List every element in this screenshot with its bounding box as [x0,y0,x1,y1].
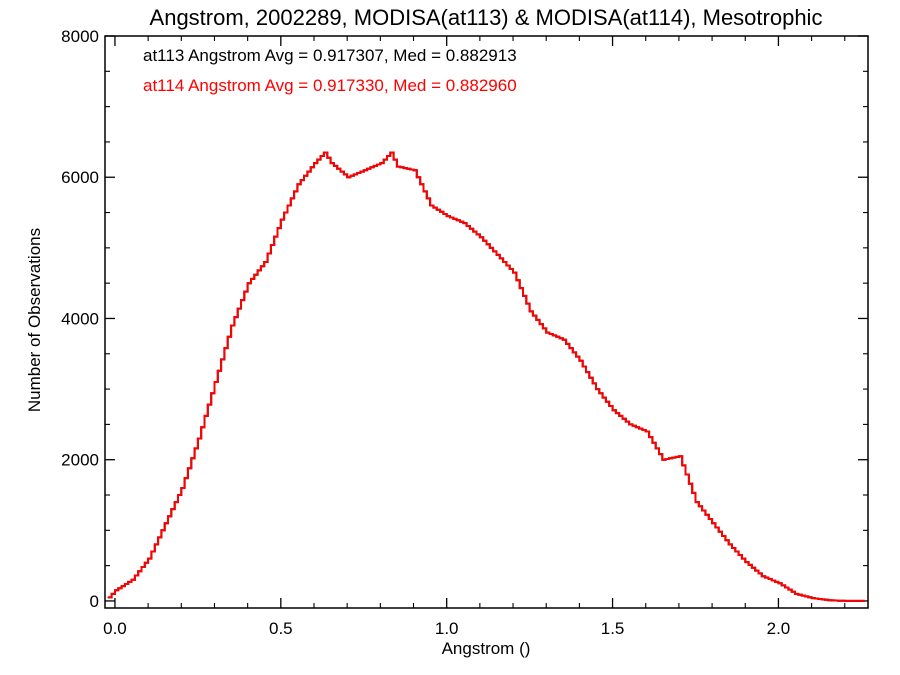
x-tick-label: 0.0 [103,619,127,638]
chart-title: Angstrom, 2002289, MODISA(at113) & MODIS… [150,5,823,30]
data-point-at114 [595,388,597,390]
plot-frame [104,35,869,609]
data-point-at114 [147,557,149,560]
data-point-at114 [512,271,514,274]
data-point-at114 [661,458,664,461]
data-point-at114 [323,151,325,154]
data-point-at114 [827,599,829,601]
data-point-at114 [363,169,365,171]
data-point-at114 [180,487,183,489]
data-point-at114 [396,165,398,168]
x-axis: 0.0 0.5 1.0 1.5 2.0 [103,36,846,638]
x-axis-label: Angstrom () [442,639,531,658]
data-point-at114 [578,360,581,362]
data-point-at114 [545,331,547,334]
data-point-at114 [528,310,531,313]
data-point-at114 [727,543,730,546]
data-point-at114 [412,169,415,171]
data-point-at114 [130,579,133,581]
data-point-at114 [611,409,614,412]
data-point-at114 [346,176,349,178]
y-axis: 0 2000 4000 6000 8000 [61,27,868,611]
data-point-at114 [644,430,647,433]
data-point-at114 [313,162,315,164]
data-point-at114 [263,261,266,263]
data-point-at114 [107,596,110,599]
data-point-at114 [379,162,382,164]
data-point-at114 [495,254,498,256]
series-layer [107,151,866,602]
legend-at113-stats: at113 Angstrom Avg = 0.917307, Med = 0.8… [143,46,517,65]
data-point-at114 [694,501,697,503]
series-line-at113 [108,151,865,602]
x-tick-label: 1.5 [601,619,625,638]
data-point-at114 [794,593,796,595]
data-point-at114 [296,183,299,186]
y-tick-label: 4000 [61,309,99,328]
series-line-at114 [108,151,865,602]
data-point-at114 [389,151,392,154]
data-point-at114 [628,423,630,426]
data-point-at114 [562,338,564,341]
data-point-at114 [462,222,465,224]
data-point-at114 [280,218,282,221]
data-point-at114 [213,381,216,383]
data-point-at114 [844,600,846,602]
data-point-at114 [479,236,481,239]
data-point-at114 [744,561,747,563]
data-point-at114 [197,437,199,440]
data-point-at114 [810,597,813,599]
data-point-at114 [711,522,713,525]
data-point-at114 [230,324,232,327]
y-tick-label: 0 [90,592,99,611]
data-point-at114 [777,582,780,585]
data-point-at114 [445,215,448,217]
y-tick-label: 6000 [61,168,99,187]
data-point-at114 [678,455,680,458]
legend-at114-stats: at114 Angstrom Avg = 0.917330, Med = 0.8… [143,76,517,95]
data-point-at114 [246,282,249,285]
data-point-at114 [761,575,763,577]
data-point-at114 [114,589,116,592]
x-tick-label: 1.0 [435,619,459,638]
data-point-at114 [163,522,166,525]
x-tick-label: 0.5 [269,619,293,638]
y-tick-label: 2000 [61,451,99,470]
data-point-at114 [429,204,431,207]
data-point-at114 [863,600,866,602]
x-tick-label: 2.0 [767,619,791,638]
data-point-at114 [329,162,332,164]
y-tick-label: 8000 [61,27,99,46]
y-axis-label: Number of Observations [25,228,44,412]
